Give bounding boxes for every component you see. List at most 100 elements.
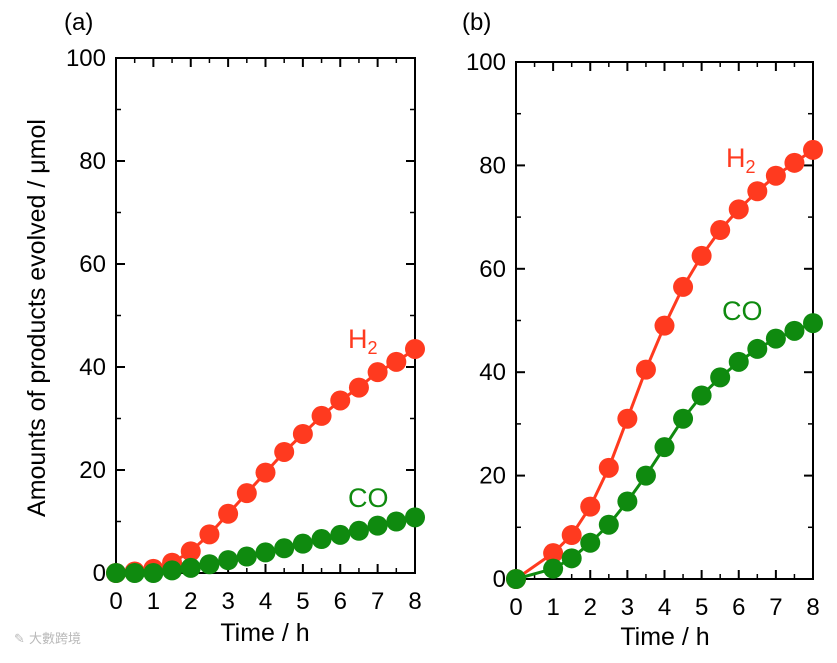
panel-b-co-point bbox=[747, 338, 768, 359]
panel-a-x-tick-label: 0 bbox=[109, 588, 122, 615]
panel-b-h2-point bbox=[673, 276, 694, 297]
panel-a-h2-point bbox=[274, 441, 295, 462]
panel-a-y-tick-label: 60 bbox=[79, 251, 106, 278]
panel-b-co-point bbox=[654, 437, 675, 458]
panel-a-co-point bbox=[386, 511, 407, 532]
panel-b-h2-label-main: H bbox=[726, 143, 746, 173]
panel-b-y-tick-label: 20 bbox=[479, 463, 506, 490]
panel-a-x-tick-label: 7 bbox=[371, 588, 384, 615]
panel-a-co-label: CO bbox=[348, 483, 389, 513]
panel-b-h2-point bbox=[598, 457, 619, 478]
panel-b-h2-label-sub: 2 bbox=[746, 157, 756, 177]
panel-a-co-point bbox=[199, 554, 220, 575]
panel-b-h2-point bbox=[728, 199, 749, 220]
panel-a-h2-point bbox=[348, 377, 369, 398]
panel-a-series bbox=[106, 338, 425, 583]
panel-a-x-tick-label: 8 bbox=[408, 588, 421, 615]
panel-a-co-point bbox=[311, 529, 332, 550]
panel-b-x-tick-label: 7 bbox=[769, 594, 782, 621]
panel-a-h2-label-sub: 2 bbox=[368, 338, 378, 358]
panel-a-x-tick-label: 4 bbox=[259, 588, 272, 615]
panel-a-co-point bbox=[162, 560, 183, 581]
panel-a-h2-point bbox=[311, 405, 332, 426]
panel-a-h2-point bbox=[405, 338, 425, 359]
panel-b-x-tick-label: 6 bbox=[732, 594, 745, 621]
panel-b-co-point bbox=[803, 313, 823, 334]
panel-b-h2-point bbox=[765, 165, 786, 186]
panel-b-co-point bbox=[561, 548, 582, 569]
panel-a-co-point bbox=[218, 550, 239, 571]
panel-a-x-tick-label: 1 bbox=[147, 588, 160, 615]
panel-a-co-point bbox=[236, 546, 257, 567]
panel-a-co-point bbox=[274, 538, 295, 559]
panel-b-series bbox=[506, 139, 823, 589]
panel-b-co-point bbox=[543, 558, 564, 579]
panel-b-h2-point bbox=[543, 543, 564, 564]
panel-a-h2-point bbox=[292, 423, 313, 444]
panel-a-y-axis-title: Amounts of products evolved / μmol bbox=[23, 119, 51, 517]
panel-a-y-tick-label: 80 bbox=[79, 148, 106, 175]
panel-b-x-tick-label: 8 bbox=[806, 594, 819, 621]
panel-a-h2-point bbox=[255, 462, 276, 483]
panel-a-x-tick-label: 6 bbox=[334, 588, 347, 615]
watermark-text: 大數跨境 bbox=[29, 632, 82, 647]
panel-b-h2-point bbox=[654, 315, 675, 336]
panel-a-h2-point bbox=[386, 351, 407, 372]
panel-a-co-point bbox=[255, 542, 276, 563]
panel-b-y-tick-label: 80 bbox=[479, 152, 506, 179]
panel-b-co-point bbox=[635, 465, 656, 486]
panel-b-x-tick-label: 1 bbox=[546, 594, 559, 621]
panel-a-label: (a) bbox=[64, 9, 93, 36]
panel-a-h2-point bbox=[180, 541, 201, 562]
panel-a-x-tick-label: 3 bbox=[221, 588, 234, 615]
panel-a-co-point bbox=[106, 563, 126, 583]
panel-b-h2-point bbox=[803, 139, 823, 160]
panel-a-co-point bbox=[292, 533, 313, 554]
panel-b-x-tick-label: 3 bbox=[621, 594, 634, 621]
panel-a-y-tick-label: 0 bbox=[93, 560, 106, 587]
panel-a-h2-line bbox=[115, 347, 416, 575]
panel-a-x-tick-label: 5 bbox=[296, 588, 309, 615]
panel-b-x-tick-label: 5 bbox=[695, 594, 708, 621]
panel-b-x-axis-title: Time / h bbox=[620, 623, 709, 651]
panel-a-y-tick-label: 100 bbox=[66, 45, 106, 72]
panel-a-co-point bbox=[367, 515, 388, 536]
panel-a-y-tick-label: 20 bbox=[79, 457, 106, 484]
panel-b-h2-point bbox=[784, 152, 805, 173]
panel-b-co-point bbox=[673, 408, 694, 429]
panel-b-co-point bbox=[580, 532, 601, 553]
panel-a-co-point bbox=[124, 563, 145, 583]
panel-a-h2-point bbox=[218, 503, 239, 524]
panel-a-co-point bbox=[180, 557, 201, 578]
panel-a-co-point bbox=[348, 520, 369, 541]
panel-b-co-point bbox=[598, 514, 619, 535]
panel-a-h2-label: H2 bbox=[348, 324, 378, 358]
panel-a-x-axis-title: Time / h bbox=[220, 619, 309, 647]
panel-b-h2-point bbox=[710, 220, 731, 241]
panel-a-x-tick-label: 2 bbox=[184, 588, 197, 615]
panel-b-co-point bbox=[506, 569, 526, 589]
panel-b-h2-point bbox=[635, 359, 656, 380]
panel-b-h2-label: H2 bbox=[726, 143, 756, 177]
panel-b-h2-point bbox=[580, 496, 601, 517]
panel-a-h2-point bbox=[330, 390, 351, 411]
panel-b-co-point bbox=[784, 320, 805, 341]
panel-a-y-tick-label: 40 bbox=[79, 354, 106, 381]
panel-b-co-point bbox=[728, 351, 749, 372]
panel-a-co-point bbox=[143, 563, 164, 583]
panel-a-h2-point bbox=[367, 362, 388, 383]
panel-b-y-tick-label: 40 bbox=[479, 359, 506, 386]
panel-b-co-label: CO bbox=[722, 296, 763, 326]
panel-b-h2-point bbox=[617, 408, 638, 429]
panel-a-h2-point bbox=[236, 483, 257, 504]
panel-b-x-tick-label: 4 bbox=[658, 594, 671, 621]
panel-b-y-tick-label: 100 bbox=[466, 49, 506, 76]
panel-b-h2-point bbox=[747, 181, 768, 202]
panel-b-co-line bbox=[515, 321, 814, 581]
